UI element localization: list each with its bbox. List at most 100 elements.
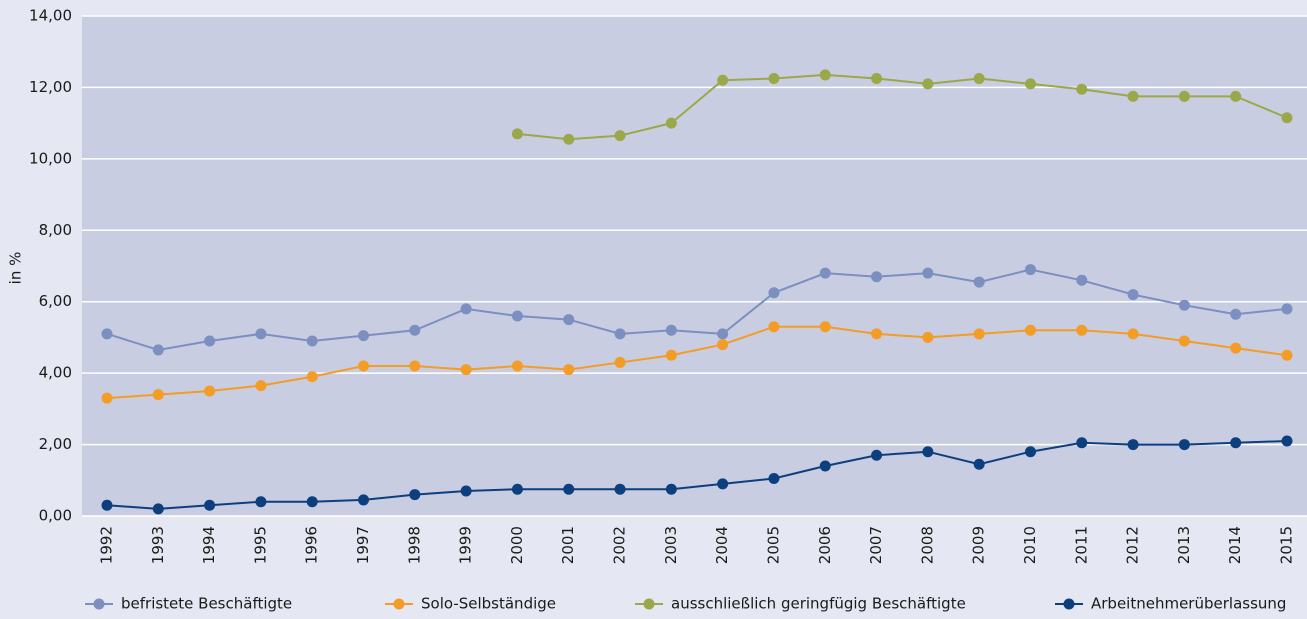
data-point <box>1230 308 1242 320</box>
data-point <box>768 321 780 333</box>
data-point <box>1281 303 1293 315</box>
data-point <box>871 73 883 84</box>
data-point <box>768 287 780 299</box>
y-tick-label: 12,00 <box>29 78 72 96</box>
data-point <box>511 483 523 495</box>
data-point <box>922 446 934 458</box>
data-point <box>1127 289 1139 301</box>
x-tick-label: 2004 <box>713 526 731 564</box>
data-point <box>1076 324 1088 336</box>
data-point <box>717 339 729 351</box>
data-point <box>409 489 421 501</box>
data-point <box>1230 342 1242 354</box>
plot-area <box>82 16 1307 516</box>
data-point <box>819 321 831 333</box>
data-point <box>768 73 780 84</box>
data-point <box>922 331 934 343</box>
data-point <box>614 130 626 142</box>
data-point <box>768 473 780 484</box>
data-point <box>819 267 831 279</box>
data-point <box>1127 90 1139 102</box>
data-point <box>1178 439 1190 451</box>
x-tick-label: 2005 <box>764 526 782 564</box>
x-tick-label: 2014 <box>1226 526 1244 564</box>
data-point <box>922 78 934 90</box>
data-point <box>511 310 523 322</box>
x-tick-label: 2010 <box>1021 526 1039 564</box>
data-point <box>204 335 216 347</box>
series-line <box>106 325 1288 400</box>
series-line <box>106 268 1288 351</box>
data-point <box>101 499 113 511</box>
data-point <box>255 496 267 508</box>
data-point <box>973 276 985 288</box>
y-tick-label: 6,00 <box>39 292 72 310</box>
x-tick-label: 2003 <box>662 526 680 564</box>
data-point <box>563 483 575 495</box>
x-tick-label: 2008 <box>918 526 936 564</box>
data-point <box>1076 437 1088 449</box>
x-tick-label: 2001 <box>559 526 577 564</box>
data-point <box>152 344 164 356</box>
data-point <box>255 328 267 340</box>
x-tick-label: 1995 <box>251 526 269 564</box>
data-point <box>358 494 370 506</box>
x-tick-label: 2000 <box>508 526 526 564</box>
data-point <box>1281 349 1293 361</box>
x-tick-label: 1996 <box>303 526 321 564</box>
x-tick-label: 1998 <box>405 526 423 564</box>
x-tick-label: 2012 <box>1124 526 1142 564</box>
data-point <box>665 324 677 336</box>
legend-swatch-dot <box>93 598 105 610</box>
data-point <box>871 449 883 461</box>
data-point <box>871 328 883 340</box>
data-point <box>717 328 729 340</box>
data-point <box>563 314 575 326</box>
data-point <box>358 330 370 342</box>
data-point <box>1281 112 1293 124</box>
data-point <box>358 360 370 372</box>
data-point <box>306 496 318 508</box>
data-point <box>563 133 575 145</box>
x-tick-label: 2015 <box>1278 526 1296 564</box>
x-tick-label: 2007 <box>867 526 885 564</box>
x-tick-label: 1993 <box>149 526 167 564</box>
data-point <box>819 460 831 472</box>
data-point <box>1024 324 1036 336</box>
legend-label: ausschließlich geringfügig Beschäftigte <box>671 595 966 613</box>
data-point <box>306 371 318 383</box>
x-tick-label: 2002 <box>611 526 629 564</box>
data-point <box>614 328 626 340</box>
y-tick-label: 14,00 <box>29 7 72 25</box>
x-tick-label: 1994 <box>200 526 218 564</box>
data-point <box>1076 83 1088 95</box>
data-point <box>409 360 421 372</box>
data-point <box>306 335 318 347</box>
data-point <box>255 380 267 392</box>
x-tick-label: 2011 <box>1072 526 1090 564</box>
data-point <box>1178 90 1190 102</box>
data-point <box>101 328 113 340</box>
data-point <box>973 328 985 340</box>
legend-label: befristete Beschäftigte <box>121 595 292 613</box>
data-point <box>1230 437 1242 449</box>
legend-label: Arbeitnehmerüberlassung <box>1091 595 1286 613</box>
data-point <box>460 364 472 376</box>
series-line <box>517 73 1288 141</box>
x-tick-label: 1992 <box>98 526 116 564</box>
data-point <box>614 483 626 495</box>
data-point <box>1281 435 1293 447</box>
legend-swatch-dot <box>643 598 655 610</box>
data-point <box>1024 78 1036 90</box>
y-tick-label: 10,00 <box>29 149 72 167</box>
data-point <box>922 267 934 279</box>
y-tick-label: 4,00 <box>39 364 72 382</box>
data-point <box>819 69 831 81</box>
data-point <box>511 128 523 140</box>
data-point <box>665 117 677 129</box>
x-tick-label: 1999 <box>457 526 475 564</box>
data-point <box>1076 274 1088 286</box>
data-point <box>1178 335 1190 347</box>
data-point <box>1024 264 1036 276</box>
